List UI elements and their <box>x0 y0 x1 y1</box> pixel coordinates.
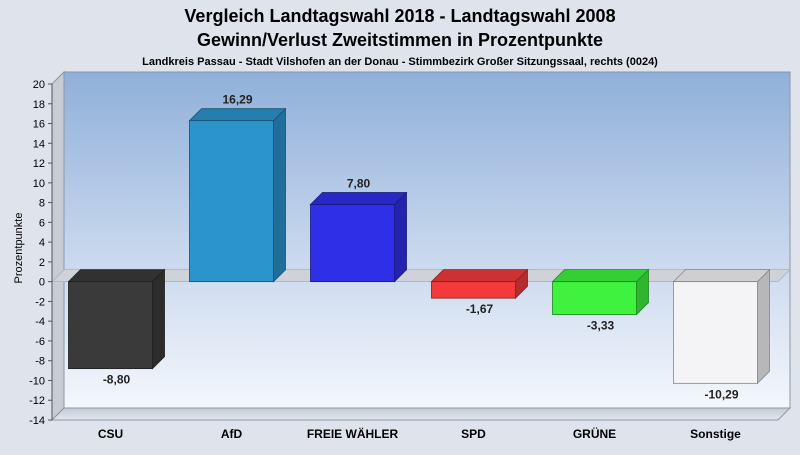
bar-front <box>673 281 758 384</box>
bar: -3,33 <box>551 268 650 333</box>
x-tick-label: Sonstige <box>690 427 741 441</box>
bar-top <box>188 108 287 122</box>
bar-value-label: -3,33 <box>587 319 615 333</box>
y-tick-label: 10 <box>33 178 45 190</box>
y-tick-label: -2 <box>35 296 45 308</box>
bar: 16,29 <box>188 93 287 283</box>
bar-top <box>672 269 771 283</box>
y-tick-label: 20 <box>33 79 45 91</box>
x-tick-label: CSU <box>98 427 123 441</box>
y-tick-label: 2 <box>39 257 45 269</box>
bar-front <box>552 281 637 315</box>
x-tick-label: GRÜNE <box>573 426 616 441</box>
chart-subtitle: Gewinn/Verlust Zweitstimmen in Prozentpu… <box>197 30 603 50</box>
y-tick-label: 4 <box>39 237 45 249</box>
bar-series: -8,80 16,29 7,80 -1,67 -3,33 -10,29 <box>67 93 771 401</box>
y-axis-label: Prozentpunkte <box>13 213 25 284</box>
bar-top <box>309 192 408 205</box>
bar-side <box>394 191 407 283</box>
x-axis: CSU AfD FREIE WÄHLER SPD GRÜNE Sonstige <box>98 426 741 441</box>
y-tick-label: 14 <box>33 138 45 150</box>
y-tick-label: -8 <box>35 356 45 368</box>
bar-top <box>551 269 650 283</box>
bar-top <box>430 269 529 283</box>
x-tick-label: FREIE WÄHLER <box>307 426 399 441</box>
y-tick-label: 8 <box>39 198 45 210</box>
chart-title: Vergleich Landtagswahl 2018 - Landtagswa… <box>184 6 615 26</box>
bar-side <box>273 107 286 283</box>
bar-value-label: -10,29 <box>704 387 738 401</box>
y-tick-label: 16 <box>33 119 45 131</box>
y-tick-label: -6 <box>35 336 45 348</box>
bar-value-label: 7,80 <box>347 177 371 191</box>
chart-caption: Landkreis Passau - Stadt Vilshofen an de… <box>142 56 658 68</box>
y-tick-label: 18 <box>33 99 45 111</box>
bar-front <box>68 281 153 370</box>
plot-side-wall <box>51 70 65 422</box>
bar-value-label: 16,29 <box>222 93 252 107</box>
y-tick-label: 0 <box>39 277 45 289</box>
bar-side <box>757 268 770 385</box>
bar-side <box>152 268 165 370</box>
bar-front <box>189 120 274 283</box>
y-axis: -14 -12 -10 -8 -6 -4 -2 0 2 4 6 8 10 12 14 16 18 20 <box>29 79 53 427</box>
y-tick-label: -14 <box>29 415 45 427</box>
y-tick-label: 6 <box>39 217 45 229</box>
bar-top <box>67 269 166 283</box>
bar-front <box>310 204 395 283</box>
bar: -10,29 <box>672 268 771 401</box>
y-tick-label: -4 <box>35 316 45 328</box>
bar: -1,67 <box>430 268 529 316</box>
bar: -8,80 <box>67 268 166 387</box>
x-tick-label: AfD <box>221 427 243 441</box>
plot-floor <box>50 407 792 421</box>
bar-value-label: -1,67 <box>466 302 494 316</box>
y-tick-label: 12 <box>33 158 45 170</box>
bar: 7,80 <box>309 177 408 283</box>
y-tick-label: -12 <box>29 395 45 407</box>
bar-value-label: -8,80 <box>103 373 131 387</box>
x-tick-label: SPD <box>461 427 486 441</box>
y-tick-label: -10 <box>29 375 45 387</box>
bar-front <box>431 281 516 299</box>
